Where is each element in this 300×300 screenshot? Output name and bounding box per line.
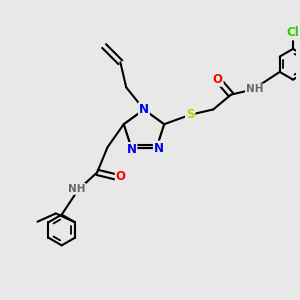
Text: NH: NH xyxy=(68,184,85,194)
Text: O: O xyxy=(213,73,223,86)
Text: N: N xyxy=(127,143,136,156)
Text: S: S xyxy=(186,108,194,121)
Text: N: N xyxy=(139,103,149,116)
Text: NH: NH xyxy=(246,84,263,94)
Text: N: N xyxy=(154,142,164,154)
Text: Cl: Cl xyxy=(286,26,299,39)
Text: O: O xyxy=(116,170,126,183)
